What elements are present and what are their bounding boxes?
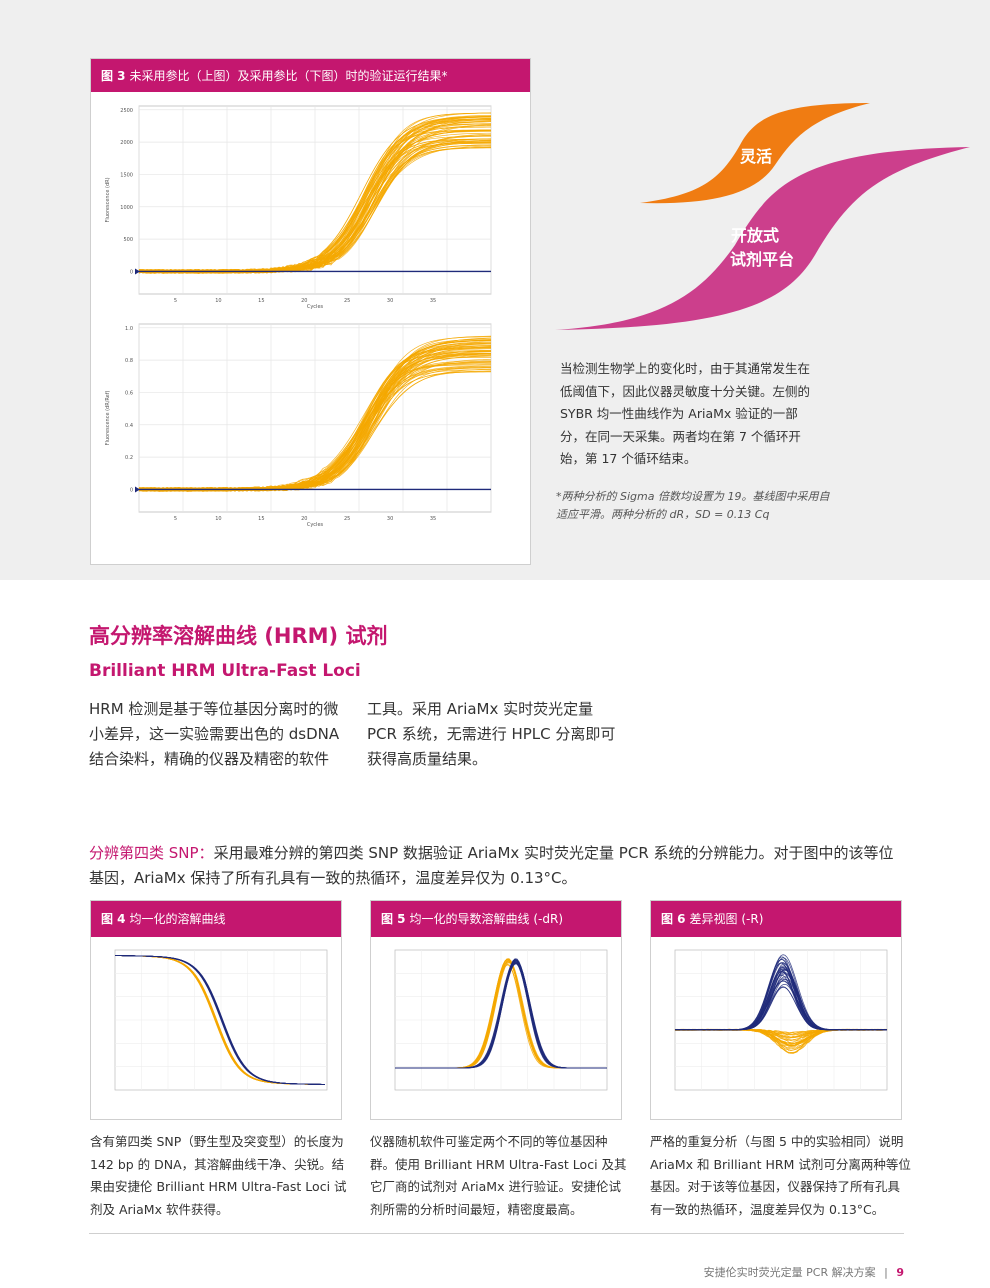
melt-curve-plot xyxy=(114,949,328,1091)
side-description: 当检测生物学上的变化时，由于其通常发生在低阈值下，因此仪器灵敏度十分关键。左侧的… xyxy=(560,361,811,466)
y-tick-label: 0.4 xyxy=(125,423,133,429)
x-tick-label: 35 xyxy=(430,516,436,522)
y-tick-label: 0 xyxy=(130,487,133,493)
y-tick-label: 1000 xyxy=(120,205,133,211)
page-number: 9 xyxy=(896,1266,904,1279)
section-subtitle: Brilliant HRM Ultra-Fast Loci xyxy=(89,661,361,681)
x-tick-label: 25 xyxy=(344,298,350,304)
footnote: *两种分析的 Sigma 倍数均设置为 19。基线图中采用自适应平滑。两种分析的… xyxy=(556,490,830,521)
x-tick-label: 10 xyxy=(215,516,221,522)
y-tick-label: 2500 xyxy=(120,108,133,114)
footer-separator: | xyxy=(884,1266,888,1279)
amplification-curve xyxy=(138,347,491,492)
amplification-plot-referenced: 1.0 0.8 0.6 0.4 0.2 0 5 10 15 20 25 30 35 Cycles Fluor… xyxy=(105,323,492,528)
x-tick-label: 35 xyxy=(430,298,436,304)
footer-rule xyxy=(89,1233,904,1234)
figure-6-number: 图 6 xyxy=(661,912,686,926)
figure-4-title: 均一化的溶解曲线 xyxy=(129,912,226,926)
snp-text: 采用最难分辨的第四类 SNP 数据验证 AriaMx 实时荧光定量 PCR 系统… xyxy=(89,844,894,887)
figure-3-title: 未采用参比（上图）及采用参比（下图）时的验证运行结果* xyxy=(129,68,448,83)
amplification-curve xyxy=(138,138,492,274)
derivative-curve-allele-b xyxy=(395,959,607,1069)
x-tick-label: 20 xyxy=(301,298,307,304)
figure-3-header: 图 3 未采用参比（上图）及采用参比（下图）时的验证运行结果* xyxy=(91,59,530,92)
y-tick-label: 1500 xyxy=(120,172,133,178)
amplification-curve xyxy=(138,368,492,492)
x-tick-label: 10 xyxy=(215,298,221,304)
orange-ribbon xyxy=(640,103,870,204)
figure-6-header: 图 6 差异视图 (-R) xyxy=(651,901,901,937)
orange-label: 灵活 xyxy=(740,147,772,166)
magenta-ribbon xyxy=(555,147,970,330)
magenta-label-2: 试剂平台 xyxy=(730,250,794,269)
y-tick-label: 1.0 xyxy=(125,326,133,332)
figure-5-number: 图 5 xyxy=(381,912,406,926)
figure-5-caption: 仪器随机软件可鉴定两个不同的等位基因种群。使用 Brilliant HRM Ul… xyxy=(370,1134,627,1217)
section-title: 高分辨率溶解曲线 (HRM) 试剂 xyxy=(89,624,388,648)
x-tick-label: 30 xyxy=(387,298,393,304)
threshold-marker xyxy=(135,268,140,275)
figure-6-title: 差异视图 (-R) xyxy=(689,912,764,926)
figure-4-card: 图 4 均一化的溶解曲线 xyxy=(90,900,342,1120)
figure-4-header: 图 4 均一化的溶解曲线 xyxy=(91,901,341,937)
figure-6-card: 图 6 差异视图 (-R) xyxy=(650,900,902,1120)
x-tick-label: 25 xyxy=(344,516,350,522)
figure-4-caption: 含有第四类 SNP（野生型及突变型）的长度为 142 bp 的 DNA，其溶解曲… xyxy=(90,1134,347,1217)
y-tick-label: 0 xyxy=(130,269,133,275)
x-tick-label: 5 xyxy=(174,516,177,522)
ribbon-graphic: 灵活 开放式 试剂平台 xyxy=(555,103,970,330)
y-tick-label: 500 xyxy=(123,237,133,243)
x-tick-label: 5 xyxy=(174,298,177,304)
footer-title: 安捷伦实时荧光定量 PCR 解决方案 xyxy=(703,1266,876,1279)
x-axis-label: Cycles xyxy=(307,522,324,528)
difference-curve-allele-b xyxy=(675,976,887,1031)
figure-3-number: 图 3 xyxy=(101,68,126,83)
y-axis-label: Fluorescence (dR/Ref) xyxy=(105,391,111,446)
x-tick-label: 15 xyxy=(258,298,264,304)
amplification-curve xyxy=(138,135,492,274)
figure-3-plots: 2500 2000 1500 1000 500 0 5 10 15 20 25 30 35 Cycles F… xyxy=(105,105,492,528)
y-tick-label: 0.6 xyxy=(125,390,133,396)
y-tick-label: 2000 xyxy=(120,140,133,146)
y-axis-label: Fluorescence (dR) xyxy=(105,177,111,222)
x-axis-label: Cycles xyxy=(307,304,324,310)
x-tick-label: 15 xyxy=(258,516,264,522)
melt-curve-allele-b xyxy=(114,955,325,1085)
body-column-1: HRM 检测是基于等位基因分离时的微小差异，这一实验需要出色的 dsDNA 结合… xyxy=(89,700,340,768)
figure-5-title: 均一化的导数溶解曲线 (-dR) xyxy=(409,912,563,926)
snp-paragraph: 分辨第四类 SNP：采用最难分辨的第四类 SNP 数据验证 AriaMx 实时荧… xyxy=(89,841,904,891)
x-tick-label: 30 xyxy=(387,516,393,522)
snp-highlight: 分辨第四类 SNP： xyxy=(89,844,214,862)
figure-4-number: 图 4 xyxy=(101,912,126,926)
x-tick-label: 20 xyxy=(301,516,307,522)
figure-3-card: 图 3 未采用参比（上图）及采用参比（下图）时的验证运行结果* 2500 2000… xyxy=(90,58,531,565)
figure-5-header: 图 5 均一化的导数溶解曲线 (-dR) xyxy=(371,901,621,937)
threshold-marker xyxy=(135,486,140,493)
magenta-label-1: 开放式 xyxy=(731,226,779,245)
figure-5-card: 图 5 均一化的导数溶解曲线 (-dR) xyxy=(370,900,622,1120)
difference-plot xyxy=(674,949,888,1091)
page-footer: 安捷伦实时荧光定量 PCR 解决方案 | 9 xyxy=(704,1264,904,1280)
body-column-2: 工具。采用 AriaMx 实时荧光定量 PCR 系统，无需进行 HPLC 分离即… xyxy=(367,700,616,768)
figure-6-caption: 严格的重复分析（与图 5 中的实验相同）说明 AriaMx 和 Brillian… xyxy=(650,1134,911,1217)
amplification-plot-unreferenced: 2500 2000 1500 1000 500 0 5 10 15 20 25 30 35 Cycles F… xyxy=(105,105,492,310)
y-tick-label: 0.2 xyxy=(125,455,133,461)
derivative-melt-plot xyxy=(394,949,608,1091)
y-tick-label: 0.8 xyxy=(125,358,133,364)
